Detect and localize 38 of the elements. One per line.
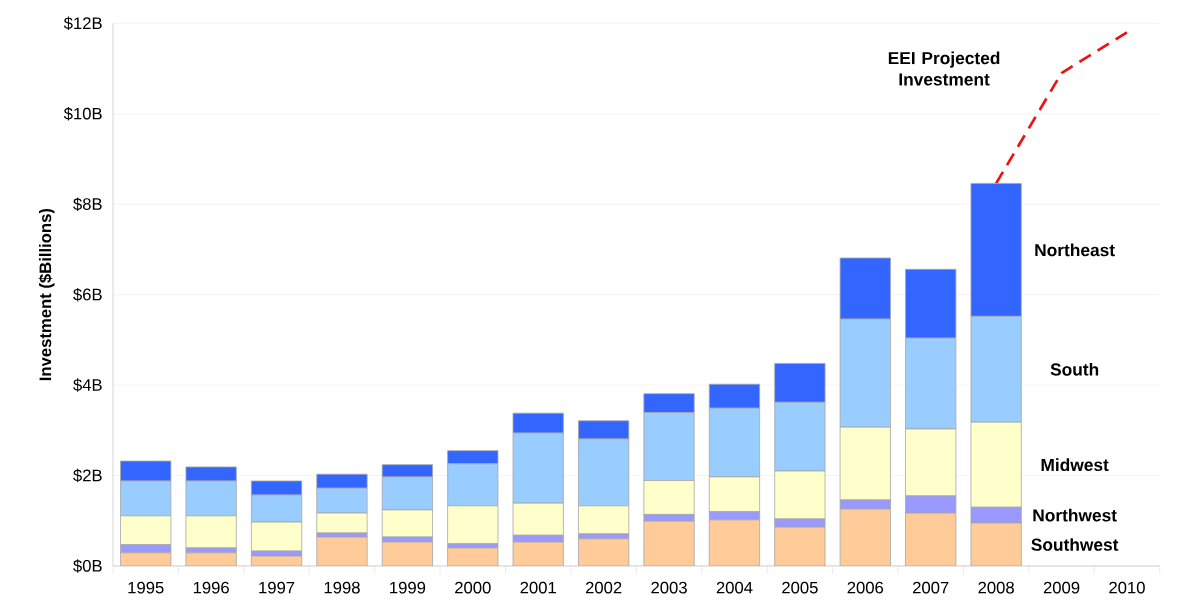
y-axis-title: Investment ($Billions) [38, 208, 55, 381]
bar [774, 526, 826, 566]
x-tick-label: 1996 [193, 581, 229, 594]
x-tick-label: 2010 [1109, 581, 1145, 594]
y-tick-label: $4B [73, 378, 102, 392]
series-label: Southwest [1031, 538, 1119, 551]
x-tick-label: 2000 [455, 581, 491, 594]
x-tick-label: 2005 [782, 581, 818, 594]
bar [316, 536, 368, 566]
x-tick-label: 2001 [520, 581, 556, 594]
x-tick-label: 2003 [651, 581, 687, 594]
y-tick-label: $6B [73, 287, 102, 302]
x-tick-label: 2002 [585, 581, 622, 594]
series-label: Northwest [1033, 508, 1117, 522]
x-tick-label: 1995 [128, 581, 164, 594]
bar [839, 508, 891, 566]
series-label: Midwest [1041, 458, 1109, 472]
series-label: Northeast [1035, 243, 1115, 257]
bar [578, 538, 630, 566]
series-label: South [1050, 362, 1099, 376]
x-tick-label: 1999 [390, 581, 426, 594]
y-tick-label: $12B [63, 16, 102, 31]
text: EEI Projected Investment [888, 51, 1000, 86]
bar [708, 519, 761, 566]
y-tick-label: $0B [73, 559, 102, 573]
x-tick-label: 2006 [847, 581, 884, 594]
y-tick-label: $10B [63, 107, 102, 121]
bar [905, 512, 957, 566]
y-tick-label: $8B [73, 197, 102, 211]
x-tick-label: 2007 [913, 581, 949, 594]
bar [643, 520, 695, 566]
bar [970, 522, 1022, 566]
x-tick-label: 2008 [978, 581, 1014, 594]
y-tick-label: $2B [73, 468, 102, 483]
x-tick-label: 1998 [324, 581, 360, 594]
x-tick-label: 2004 [716, 581, 753, 594]
x-tick-label: 1997 [259, 581, 295, 594]
x-tick-label: 2009 [1043, 581, 1080, 594]
